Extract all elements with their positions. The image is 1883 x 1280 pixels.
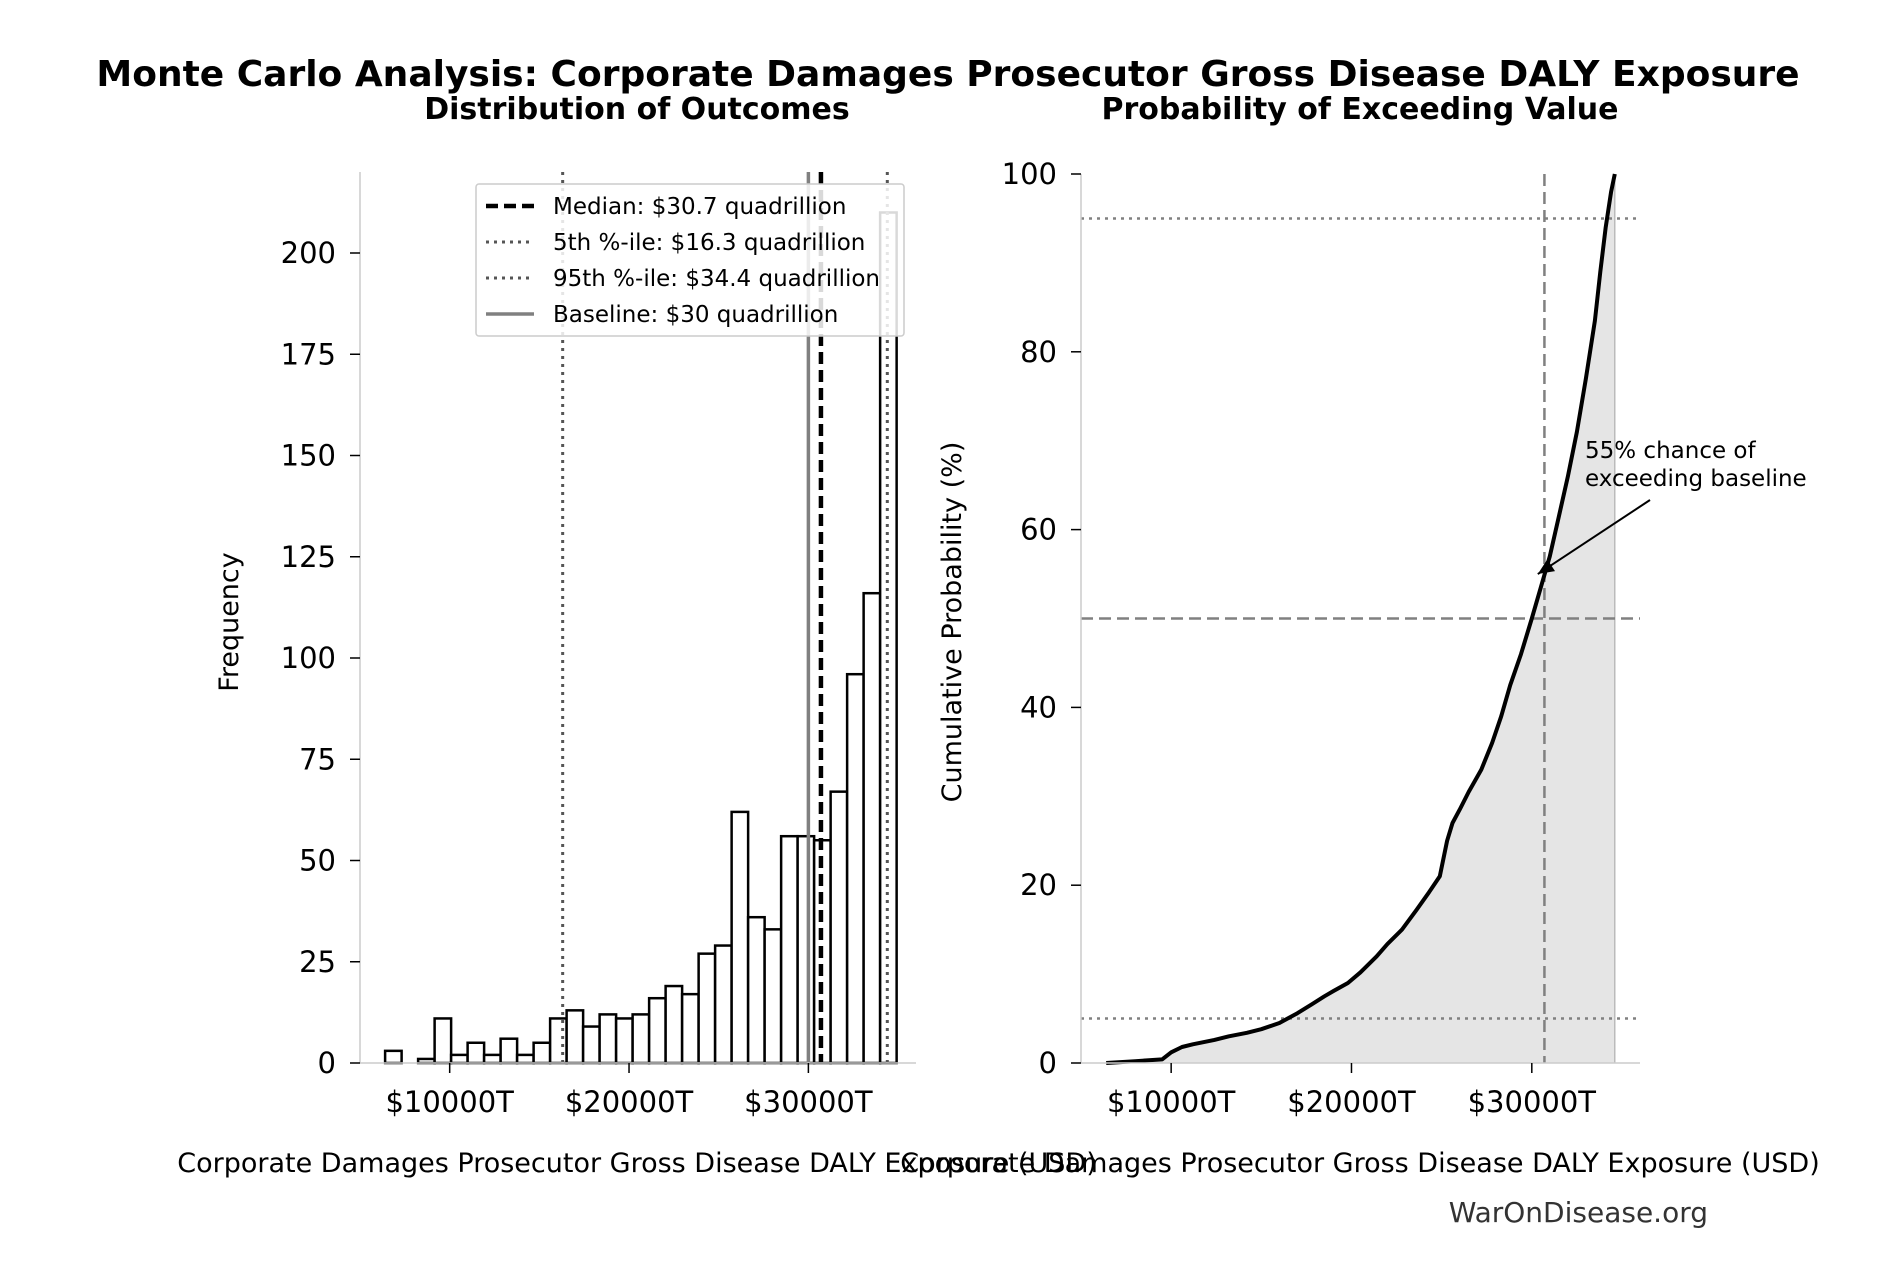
histogram-bar <box>829 790 849 1065</box>
y-tick-label: 50 <box>299 844 336 878</box>
histogram-bar <box>383 1049 403 1065</box>
histogram-bar <box>482 1053 502 1065</box>
histogram-bar <box>499 1037 519 1065</box>
histogram-bar <box>680 992 700 1065</box>
y-tick-label: 125 <box>281 540 336 574</box>
histogram-bar <box>614 1017 634 1065</box>
annotation-line-1: 55% chance of <box>1585 438 1757 464</box>
y-tick-label: 40 <box>1020 690 1057 724</box>
histogram-bar <box>515 1053 535 1065</box>
exceedance-xlabel: Corporate Damages Prosecutor Gross Disea… <box>900 1148 1820 1179</box>
y-tick-label: 60 <box>1020 513 1057 547</box>
annotation-arrowhead <box>1537 559 1556 575</box>
annotation-line-2: exceeding baseline <box>1585 466 1807 492</box>
histogram-bar <box>532 1041 552 1065</box>
histogram-bar <box>796 834 816 1065</box>
figure-suptitle: Monte Carlo Analysis: Corporate Damages … <box>96 54 1799 95</box>
histogram-bar <box>779 834 799 1065</box>
annotation-arrow <box>1537 499 1651 575</box>
histogram-bar <box>466 1041 486 1065</box>
histogram-bar <box>730 810 750 1065</box>
histogram-bar <box>565 1009 585 1065</box>
legend-label: 95th %-ile: $34.4 quadrillion <box>553 266 880 292</box>
exceedance-reference-lines <box>1081 174 1640 1063</box>
histogram-bar <box>647 996 667 1065</box>
y-tick-label: 0 <box>1039 1046 1057 1080</box>
footer-source: WarOnDisease.org <box>1449 1196 1708 1229</box>
x-tick-label: $10000T <box>1107 1085 1236 1119</box>
y-tick-label: 175 <box>281 337 336 371</box>
histogram-bar <box>581 1025 601 1065</box>
exceedance-axes: 0 20 40 60 80 100 $10000T $20000T $30000T <box>1002 157 1640 1119</box>
x-tick-label: $30000T <box>744 1085 873 1119</box>
histogram-bar <box>433 1017 453 1065</box>
exceedance-curve <box>1106 173 1617 1065</box>
histogram-bar <box>598 1013 618 1065</box>
y-tick-label: 100 <box>281 641 336 675</box>
exceedance-annotation: 55% chance of exceeding baseline <box>1537 438 1807 575</box>
exceedance-panel: Probability of Exceeding Value Cumulativ… <box>900 92 1820 1179</box>
x-tick-label: $30000T <box>1468 1085 1597 1119</box>
exceedance-ylabel: Cumulative Probability (%) <box>937 442 968 803</box>
histogram-panel: Distribution of Outcomes Frequency Corpo… <box>177 92 1097 1179</box>
x-tick-label: $20000T <box>565 1085 694 1119</box>
legend-frame <box>475 183 905 337</box>
y-tick-label: 150 <box>281 439 336 473</box>
legend-label: Median: $30.7 quadrillion <box>553 194 846 220</box>
x-tick-label: $10000T <box>385 1085 514 1119</box>
histogram-bar <box>862 591 882 1065</box>
histogram-bar <box>763 928 783 1065</box>
exceedance-title: Probability of Exceeding Value <box>1101 92 1618 127</box>
legend-label: 5th %-ile: $16.3 quadrillion <box>553 230 865 256</box>
annotation-text: 55% chance of exceeding baseline <box>1585 438 1807 492</box>
x-tick-label: $20000T <box>1287 1085 1416 1119</box>
histogram-xlabel: Corporate Damages Prosecutor Gross Disea… <box>177 1148 1097 1179</box>
histogram-bar <box>664 984 684 1065</box>
histogram-axes: 0 25 50 75 100 125 150 175 200 $10000T $20000T $300… <box>281 172 916 1119</box>
y-tick-label: 100 <box>1002 157 1057 191</box>
y-tick-label: 25 <box>299 945 336 979</box>
histogram-bar <box>746 915 766 1065</box>
y-tick-label: 75 <box>299 742 336 776</box>
histogram-legend: Median: $30.7 quadrillion 5th %-ile: $16.… <box>475 183 905 337</box>
histogram-bar <box>548 1017 568 1065</box>
legend-label: Baseline: $30 quadrillion <box>553 302 838 328</box>
histogram-bar <box>697 952 717 1065</box>
histogram-bar <box>713 944 733 1065</box>
histogram-ylabel: Frequency <box>214 552 245 692</box>
y-tick-label: 20 <box>1020 868 1057 902</box>
histogram-bar <box>845 672 865 1065</box>
histogram-bar <box>631 1013 651 1065</box>
exceedance-area <box>1106 174 1615 1063</box>
y-tick-label: 200 <box>281 236 336 270</box>
y-tick-label: 80 <box>1020 335 1057 369</box>
y-tick-label: 0 <box>318 1046 336 1080</box>
histogram-bar <box>449 1053 469 1065</box>
histogram-title: Distribution of Outcomes <box>424 92 850 127</box>
